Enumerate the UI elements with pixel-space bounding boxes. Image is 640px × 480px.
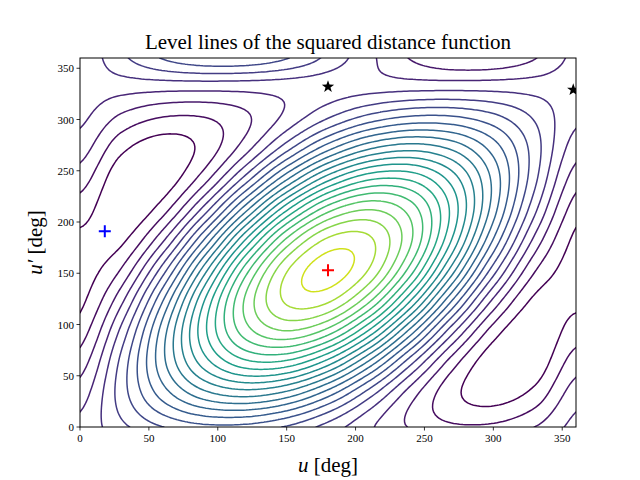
y-tick-label: 250 [58, 165, 75, 177]
marker-group [99, 80, 576, 276]
plot-frame [80, 58, 576, 427]
contour-line [224, 186, 432, 355]
y-tick [77, 222, 81, 223]
y-tick [77, 68, 81, 69]
chart-container: 0 50 100 150 200 250 300 350 0 50 100 150 200 250 300 3… [0, 0, 640, 480]
x-tick [562, 427, 563, 431]
chart-svg: 0 50 100 150 200 250 300 350 0 50 100 150 200 250 300 3… [0, 0, 640, 480]
contour-line [80, 134, 576, 407]
contour-line [173, 144, 483, 397]
x-tick-label: 150 [278, 432, 295, 444]
contour-line [181, 151, 474, 390]
y-tick [77, 324, 81, 325]
x-tick [424, 427, 425, 431]
contour-line [243, 201, 413, 340]
contour-line [156, 130, 501, 410]
x-tick [493, 427, 494, 431]
x-tick [148, 427, 149, 431]
contour-line [280, 231, 375, 308]
contour-line [254, 210, 402, 331]
star-marker [322, 80, 334, 92]
x-tick-label: 250 [416, 432, 433, 444]
y-tick-label: 50 [63, 370, 75, 382]
contour-line [302, 249, 355, 292]
contour-line [80, 115, 576, 424]
x-tick-label: 300 [485, 432, 502, 444]
x-tick-label: 200 [347, 432, 364, 444]
x-tick-label: 350 [554, 432, 571, 444]
contour-line [233, 193, 422, 347]
star-marker [567, 83, 576, 95]
contour-line [215, 178, 440, 362]
y-tick-label: 150 [58, 267, 75, 279]
y-tick [77, 375, 81, 376]
x-tick-label: 0 [77, 432, 83, 444]
y-tick [77, 273, 81, 274]
x-tick-label: 100 [210, 432, 227, 444]
contour-line [127, 58, 529, 427]
y-axis-label: u′ [deg] [23, 210, 47, 275]
contour-line [80, 58, 576, 427]
x-tick [80, 427, 81, 431]
plus-marker [99, 225, 111, 237]
y-tick-label: 100 [58, 319, 75, 331]
y-tick-label: 350 [58, 62, 75, 74]
plus-marker [322, 264, 334, 276]
contour-group [80, 58, 576, 427]
y-tick [77, 427, 81, 428]
contour-line [80, 58, 576, 427]
contour-line [137, 115, 519, 425]
y-tick-label: 200 [58, 216, 75, 228]
contour-line [101, 58, 555, 427]
contour-line [266, 220, 390, 321]
contour-line [190, 157, 467, 382]
contour-line [147, 123, 510, 418]
y-tick-label: 300 [58, 114, 75, 126]
y-tick-label: 0 [69, 421, 75, 433]
x-tick [355, 427, 356, 431]
y-tick [77, 119, 81, 120]
contour-line [207, 171, 450, 369]
x-tick [217, 427, 218, 431]
y-tick [77, 170, 81, 171]
contour-line [115, 58, 541, 427]
x-axis-label: u [deg] [298, 453, 358, 477]
contour-line [198, 164, 458, 376]
contour-line [165, 137, 492, 404]
x-tick-label: 50 [143, 432, 155, 444]
chart-title: Level lines of the squared distance func… [145, 30, 512, 54]
x-tick [286, 427, 287, 431]
